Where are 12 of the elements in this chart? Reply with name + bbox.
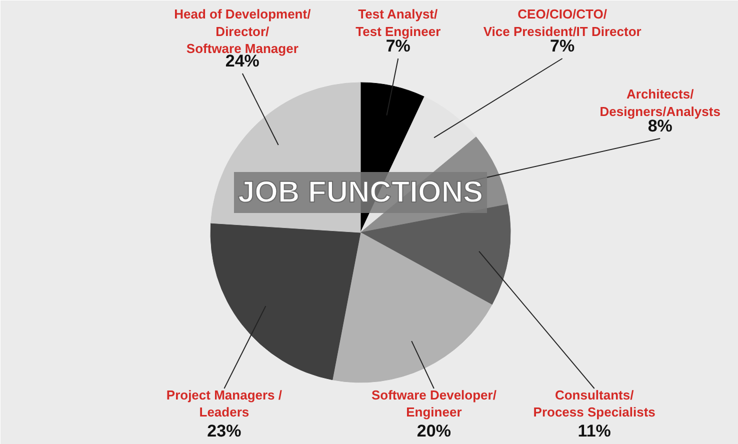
data-label: 20%	[416, 422, 451, 440]
slice-label: Project Managers / Leaders	[166, 387, 282, 420]
slice-label: Consultants/ Process Specialists	[533, 387, 656, 420]
data-label: 11%	[578, 422, 611, 440]
data-label: 7%	[550, 36, 575, 56]
slice-label: Software Developer/ Engineer	[371, 387, 497, 420]
data-label: 8%	[648, 116, 672, 136]
text: JOB FUNCTIONS	[238, 176, 484, 209]
slice-label: Test Analyst/ Test Engineer	[356, 6, 441, 39]
data-label: 23%	[207, 422, 242, 440]
slice-label: CEO/CIO/CTO/ Vice President/IT Director	[483, 6, 642, 39]
slice-label: Architects/ Designers/Analysts	[600, 86, 720, 119]
